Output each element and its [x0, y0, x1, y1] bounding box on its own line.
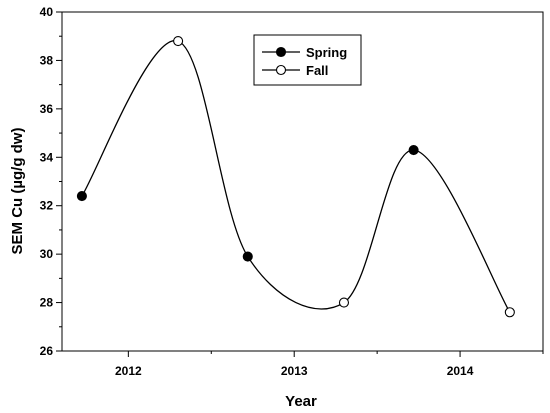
curve-layer [81, 40, 511, 313]
legend: Spring Fall [253, 34, 362, 86]
legend-box [253, 34, 362, 86]
fall-point [504, 307, 515, 318]
fall-point [338, 297, 350, 308]
axes-layer: 26 28 30 32 34 36 38 40 2012 2013 2014 [40, 5, 544, 378]
legend-marker [275, 64, 287, 76]
spring-point [408, 144, 419, 156]
legend-label: Spring [306, 45, 347, 60]
fitted-curve [81, 40, 511, 313]
x-tick-label: 2014 [447, 364, 474, 378]
legend-label: Fall [306, 63, 328, 78]
y-tick-label: 34 [40, 150, 54, 164]
points-layer [76, 36, 515, 318]
y-tick-label: 28 [40, 296, 54, 310]
legend-marker [275, 46, 287, 58]
y-tick-label: 36 [40, 102, 54, 116]
y-tick-label: 26 [40, 344, 54, 358]
y-tick-label: 32 [40, 199, 54, 213]
x-tick-label: 2012 [115, 364, 142, 378]
spring-point [76, 190, 87, 202]
y-tick-label: 30 [40, 247, 54, 261]
x-axis-title: Year [285, 393, 317, 410]
y-tick-label: 38 [40, 53, 54, 67]
fall-point [173, 36, 184, 47]
y-tick-label: 40 [40, 5, 54, 19]
x-tick-label: 2013 [281, 364, 308, 378]
spring-point [242, 251, 253, 262]
y-axis-title: SEM Cu (µg/g dw) [9, 128, 26, 255]
